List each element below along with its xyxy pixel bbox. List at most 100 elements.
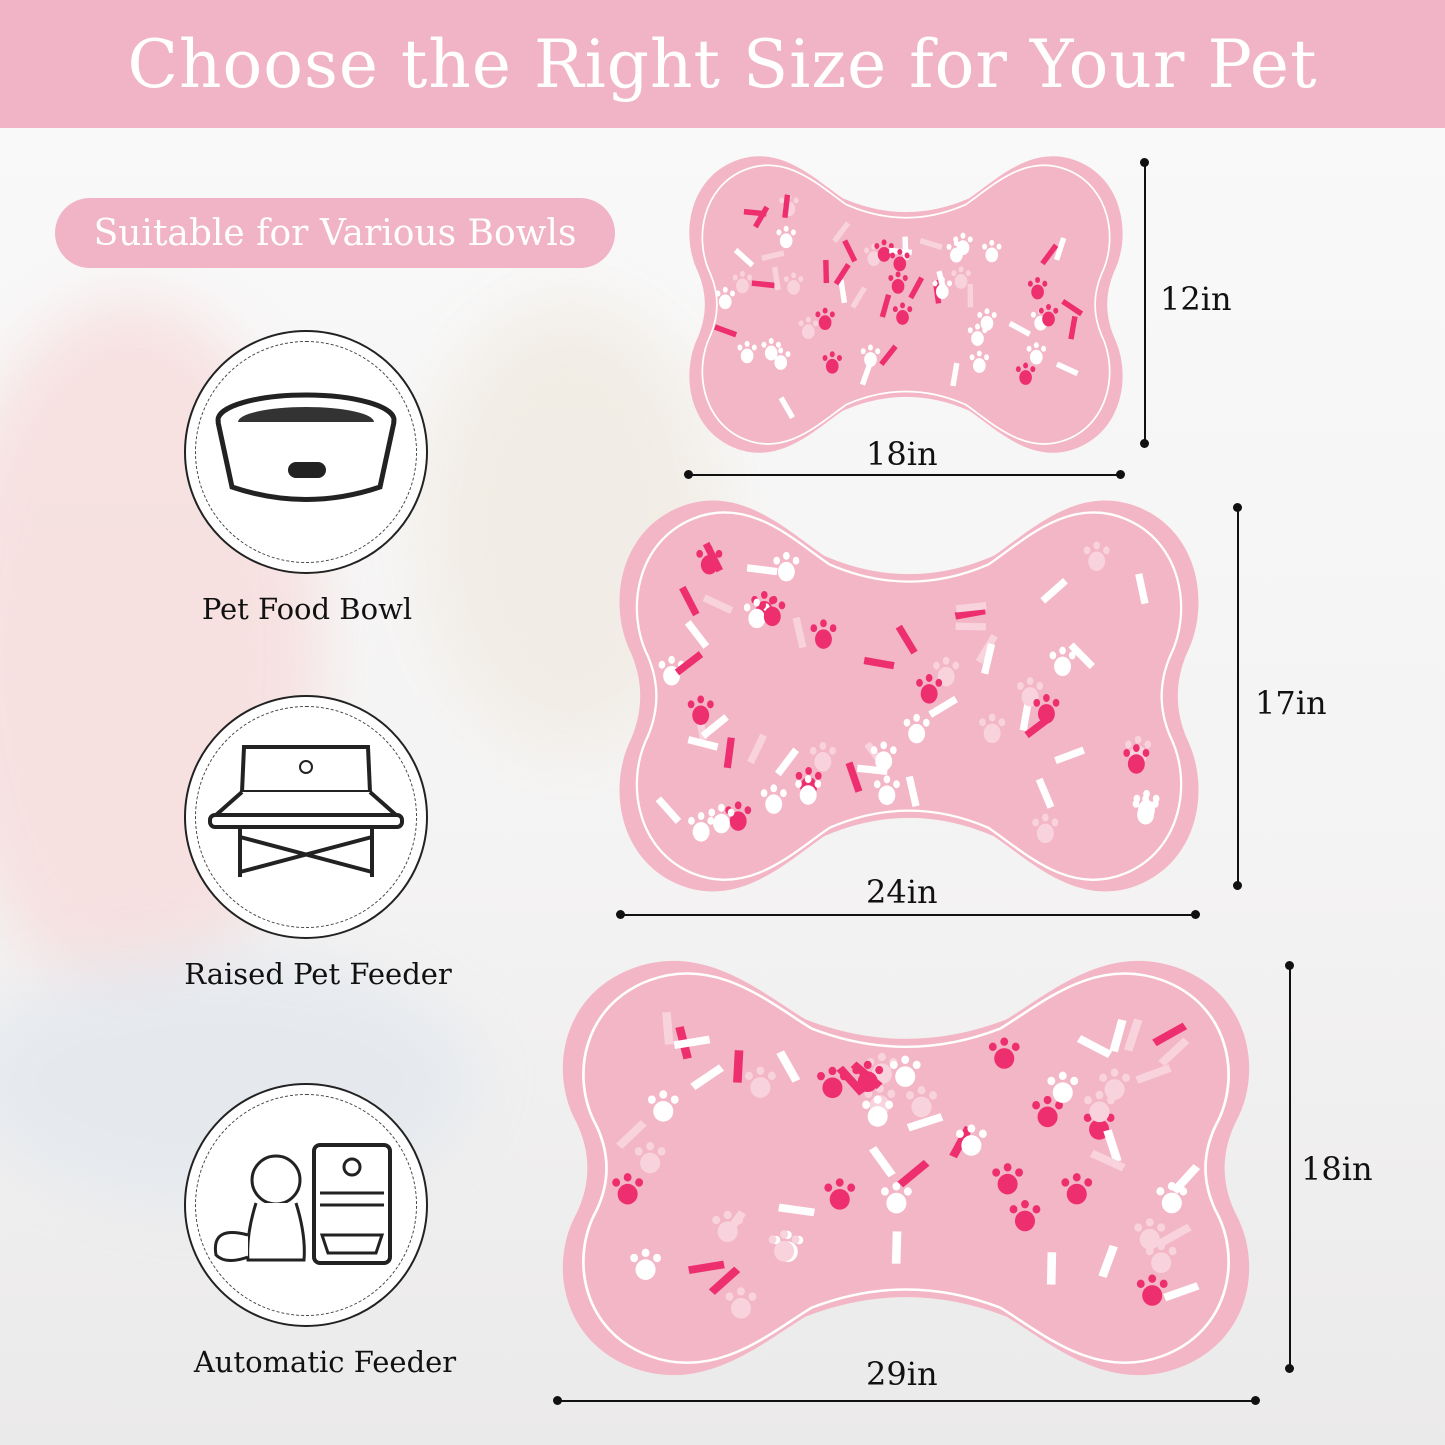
bone-pattern <box>992 1163 1023 1195</box>
paw-pattern <box>679 585 700 617</box>
paw-pattern <box>890 248 910 272</box>
bone-pattern <box>906 1113 944 1132</box>
bone-pattern <box>776 225 796 249</box>
bone-pattern <box>1124 1018 1143 1052</box>
bone-pattern <box>1040 243 1059 266</box>
paw-pattern <box>823 259 830 284</box>
bone-pattern <box>1083 541 1110 571</box>
bone-pattern <box>988 1037 1020 1069</box>
mat-small <box>689 156 1123 453</box>
pet-food-bowl-icon <box>215 392 397 502</box>
dim-end <box>616 910 625 919</box>
bone-pattern <box>1163 1282 1200 1302</box>
paw-pattern <box>817 1066 848 1099</box>
paw-pattern <box>737 340 757 364</box>
dim-end <box>1251 1396 1260 1405</box>
paw-pattern <box>1103 1129 1122 1163</box>
paw-pattern <box>1158 1037 1190 1067</box>
bone-pattern <box>982 239 1002 263</box>
dim-end <box>684 470 693 479</box>
bone-pattern <box>868 1146 896 1178</box>
suitable-badge: Suitable for Various Bowls <box>55 198 615 268</box>
paw-pattern <box>761 338 781 361</box>
bone-pattern <box>753 205 770 229</box>
bone-pattern <box>1156 1181 1188 1214</box>
paw-pattern <box>746 564 778 576</box>
width-label-large: 29in <box>866 1355 938 1393</box>
bone-pattern <box>747 733 767 765</box>
paw-pattern <box>792 617 807 649</box>
bone-pattern <box>687 736 719 751</box>
bone-pattern <box>1015 362 1036 385</box>
bone-pattern <box>744 1066 776 1098</box>
bone-pattern <box>979 713 1006 744</box>
bone-pattern <box>684 620 710 649</box>
paw-pattern <box>662 1011 674 1045</box>
bone-pattern <box>892 302 913 325</box>
dim-end <box>1285 1364 1294 1373</box>
paw-pattern <box>895 624 918 655</box>
paw-pattern <box>873 775 900 805</box>
bone-pattern <box>743 598 770 629</box>
bone-pattern <box>1123 744 1150 774</box>
height-line-medium <box>1237 507 1239 886</box>
pet-food-bowl-circle <box>184 330 428 574</box>
paw-pattern <box>1061 1173 1093 1205</box>
bone-pattern <box>955 622 986 631</box>
bone-pattern <box>733 247 755 268</box>
paw-pattern <box>953 232 973 256</box>
bone-pattern <box>778 1203 815 1217</box>
bone-pattern <box>783 272 804 295</box>
paw-pattern <box>903 713 930 744</box>
paw-pattern <box>612 1173 644 1205</box>
bone-pattern <box>822 351 842 374</box>
paw-pattern <box>879 293 892 318</box>
raised-feeder-label: Raised Pet Feeder <box>184 957 452 991</box>
paw-pattern <box>647 1090 679 1122</box>
bone-pattern <box>702 541 724 573</box>
bone-pattern <box>1026 342 1047 365</box>
paw-pattern <box>951 266 971 289</box>
bone-pattern <box>1024 713 1053 739</box>
bone-pattern <box>798 316 819 340</box>
paw-pattern <box>655 796 682 824</box>
bone-pattern <box>725 1287 757 1319</box>
bone-pattern <box>1084 1090 1115 1123</box>
paw-pattern <box>928 695 958 718</box>
paw-pattern <box>725 801 752 831</box>
bone-pattern <box>850 286 867 309</box>
bone-pattern <box>687 695 714 726</box>
dim-end <box>1140 439 1149 448</box>
bone-pattern <box>1099 1068 1130 1100</box>
dim-end <box>1116 470 1125 479</box>
height-line-small <box>1144 162 1146 444</box>
mat-large <box>562 960 1250 1376</box>
paw-pattern <box>1098 1244 1118 1278</box>
bone-pattern <box>700 714 729 739</box>
automatic-feeder-label: Automatic Feeder <box>193 1345 457 1379</box>
bone-pattern <box>1109 1019 1127 1053</box>
paw-pattern <box>688 812 715 842</box>
dim-end <box>553 1396 562 1405</box>
bone-pattern <box>1145 1241 1177 1273</box>
paw-pattern <box>950 362 960 387</box>
bone-pattern <box>708 803 735 834</box>
bone-pattern <box>862 1095 894 1127</box>
bone-pattern <box>1009 1199 1041 1232</box>
paw-pattern <box>949 1125 973 1159</box>
bone-pattern <box>1008 320 1031 337</box>
bone-pattern <box>842 239 858 263</box>
bone-pattern <box>1049 646 1076 677</box>
width-line-large <box>557 1400 1255 1402</box>
bone-pattern <box>810 619 837 649</box>
paw-pattern <box>702 594 734 614</box>
bone-pattern <box>1068 642 1095 670</box>
header-banner: Choose the Right Size for Your Pet <box>0 0 1445 128</box>
paw-pattern <box>1027 276 1048 300</box>
paw-pattern <box>634 1142 666 1174</box>
width-label-medium: 24in <box>866 873 938 911</box>
paw-pattern <box>889 1055 921 1087</box>
raised-feeder-circle <box>184 695 428 939</box>
paw-pattern <box>969 350 990 373</box>
paw-pattern <box>1046 1252 1057 1285</box>
